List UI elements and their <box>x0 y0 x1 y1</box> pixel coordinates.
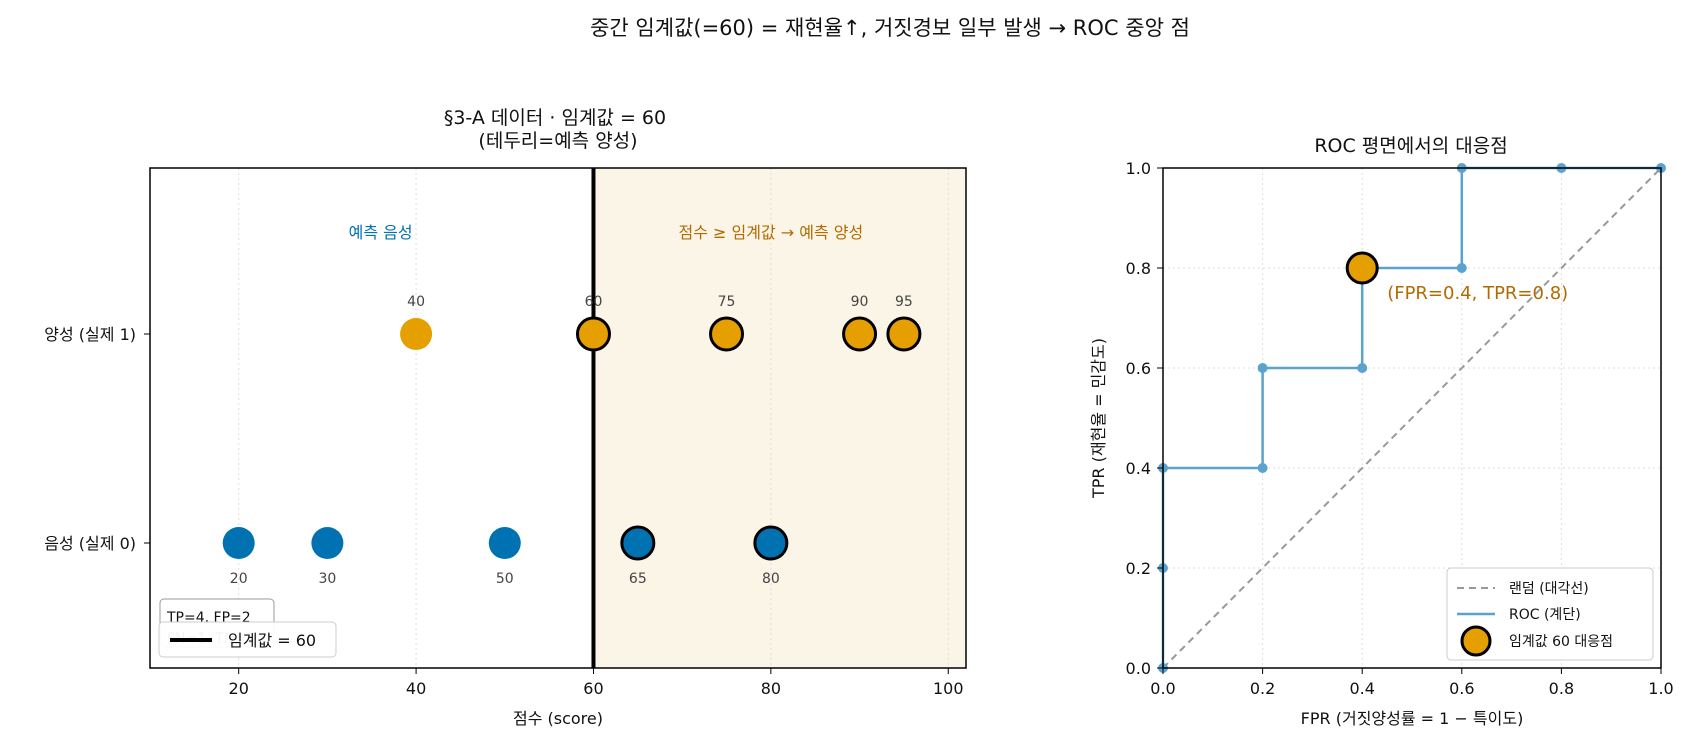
legend-label-threshold-point: 임계값 60 대응점 <box>1509 634 1613 650</box>
predicted-positive-region <box>593 168 966 668</box>
negative-point <box>488 527 521 559</box>
random-diagonal <box>1162 167 1662 669</box>
positive-point <box>842 316 878 352</box>
roc-y-tick-label: 0.2 <box>1126 559 1151 578</box>
left-panel-title: §3-A 데이터 · 임계값 = 60 (테두리=예측 양성) <box>444 107 672 152</box>
roc-y-tick-label: 0.6 <box>1126 359 1151 378</box>
x-tick-label: 80 <box>761 679 781 698</box>
roc-y-tick-label: 0.8 <box>1126 259 1151 278</box>
roc-point <box>1357 363 1368 373</box>
region-label-positive: 점수 ≥ 임계값 → 예측 양성 <box>679 223 864 242</box>
positive-point-label: 75 <box>718 294 736 310</box>
positive-point <box>575 316 611 352</box>
threshold-60-roc-point <box>1345 251 1379 285</box>
roc-x-tick-label: 0.6 <box>1449 679 1474 698</box>
roc-y-axis-label: TPR (재현율 = 민감도) <box>1089 338 1108 499</box>
roc-point <box>1456 263 1467 273</box>
score-scatter-panel: §3-A 데이터 · 임계값 = 60 (테두리=예측 양성) 20 40 60 80… <box>44 107 967 728</box>
roc-x-tick-label: 0.2 <box>1250 679 1275 698</box>
x-tick-label: 60 <box>583 679 603 698</box>
roc-point <box>1257 363 1268 373</box>
positive-point <box>400 318 433 350</box>
roc-x-tick-label: 1.0 <box>1648 679 1673 698</box>
roc-x-tick-label: 0.0 <box>1150 679 1175 698</box>
y-tick-label: 음성 (실제 0) <box>44 534 136 553</box>
roc-y-tick-label: 0.4 <box>1126 459 1151 478</box>
negative-point <box>753 525 789 561</box>
plot-frame <box>149 167 967 669</box>
negative-point <box>620 525 656 561</box>
roc-x-tick-label: 0.8 <box>1549 679 1574 698</box>
negative-point-label: 80 <box>762 571 780 587</box>
x-tick-label: 100 <box>933 679 964 698</box>
negative-point-label: 65 <box>629 571 647 587</box>
x-axis-label: 점수 (score) <box>513 709 603 728</box>
negative-point-label: 20 <box>230 571 248 587</box>
threshold-legend-label: 임계값 = 60 <box>228 631 316 650</box>
left-title-line-2: (테두리=예측 양성) <box>478 130 637 152</box>
left-title-line-1: §3-A 데이터 · 임계값 = 60 <box>444 107 666 129</box>
roc-x-axis-label: FPR (거짓양성률 = 1 − 특이도) <box>1301 709 1524 728</box>
figure-suptitle: 중간 임계값(=60) = 재현율↑, 거짓경보 일부 발생 → ROC 중앙 … <box>590 16 1190 40</box>
legend-label-roc: ROC (계단) <box>1509 607 1581 623</box>
positive-point <box>886 316 922 352</box>
negative-point-label: 50 <box>496 571 514 587</box>
legend-swatch-threshold-point <box>1460 625 1492 657</box>
roc-panel: ROC 평면에서의 대응점 (FPR=0.4, TPR=0.8) 0.0 0.2 0.… <box>1089 135 1674 728</box>
negative-point <box>311 527 344 559</box>
x-tick-label: 40 <box>406 679 426 698</box>
legend-label-random: 랜덤 (대각선) <box>1509 581 1589 597</box>
negative-point <box>222 527 255 559</box>
negative-point-label: 30 <box>318 571 336 587</box>
y-tick-label: 양성 (실제 1) <box>44 325 136 344</box>
positive-point-label: 60 <box>585 294 603 310</box>
x-tick-label: 20 <box>229 679 249 698</box>
roc-y-tick-label: 1.0 <box>1126 159 1151 178</box>
positive-point <box>709 316 745 352</box>
region-label-negative: 예측 음성 <box>349 223 413 242</box>
positive-point-label: 40 <box>407 294 425 310</box>
roc-plot-frame <box>1162 167 1662 669</box>
roc-x-tick-label: 0.4 <box>1349 679 1374 698</box>
positive-point-label: 90 <box>851 294 869 310</box>
positive-point-label: 95 <box>895 294 913 310</box>
threshold-legend-box <box>158 621 337 658</box>
roc-y-tick-label: 0.0 <box>1126 659 1151 678</box>
roc-legend-box <box>1446 567 1654 661</box>
roc-point-annotation: (FPR=0.4, TPR=0.8) <box>1387 283 1568 304</box>
roc-panel-title: ROC 평면에서의 대응점 <box>1314 135 1507 157</box>
roc-point <box>1257 463 1268 473</box>
